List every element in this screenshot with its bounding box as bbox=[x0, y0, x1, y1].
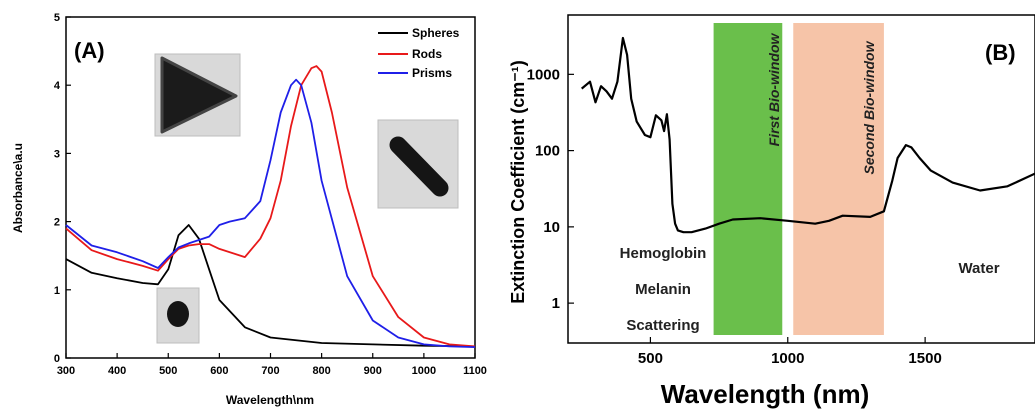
legend-label-rods: Rods bbox=[412, 47, 442, 61]
panel-b-x-axis-label: Wavelength (nm) bbox=[661, 379, 869, 409]
annotation-scattering: Scattering bbox=[626, 317, 699, 334]
panel-b-y-axis-label: Extinction Coefficient (cm⁻¹) bbox=[508, 60, 528, 304]
panel-b-plot-frame bbox=[567, 14, 1035, 344]
panel-b-y-ticks: 1 10 100 1000 bbox=[527, 66, 574, 312]
y-tick-label: 4 bbox=[54, 80, 61, 92]
y-tick-label: 100 bbox=[535, 143, 560, 160]
x-tick-label: 1500 bbox=[908, 350, 941, 367]
series-line-spheres bbox=[65, 224, 476, 348]
legend-label-spheres: Spheres bbox=[412, 26, 460, 40]
panel-a-y-ticks: 0 1 2 3 4 5 bbox=[54, 12, 71, 365]
panel-b-x-ticks: 500 1000 1500 bbox=[638, 337, 942, 367]
y-tick-label: 2 bbox=[54, 217, 60, 229]
annotation-water: Water bbox=[958, 260, 999, 277]
series-line-prisms bbox=[65, 78, 476, 348]
x-tick-label: 1000 bbox=[412, 365, 436, 377]
y-tick-label: 3 bbox=[54, 148, 60, 160]
x-tick-label: 500 bbox=[638, 350, 663, 367]
x-tick-label: 500 bbox=[159, 365, 177, 377]
panel-a-x-axis-label: Wavelength\nm bbox=[226, 393, 314, 407]
panel-a-y-axis-label: Absorbance\a.u bbox=[11, 143, 25, 233]
series-line-rods bbox=[65, 65, 476, 348]
x-tick-label: 1000 bbox=[771, 350, 804, 367]
y-tick-label: 10 bbox=[543, 219, 560, 236]
y-tick-label: 0 bbox=[54, 353, 60, 365]
panel-b-series bbox=[580, 36, 1035, 234]
triangle-prism-tem bbox=[154, 53, 241, 137]
panel-a-series bbox=[65, 65, 476, 348]
annotation-hemoglobin: Hemoglobin bbox=[620, 245, 707, 262]
second-bio-window-label: Second Bio-window bbox=[861, 40, 877, 174]
panel-b-label: (B) bbox=[985, 40, 1016, 65]
y-tick-label: 5 bbox=[54, 12, 60, 24]
x-tick-label: 900 bbox=[364, 365, 382, 377]
x-tick-label: 600 bbox=[210, 365, 228, 377]
first-bio-window-band bbox=[713, 23, 783, 335]
x-tick-label: 1100 bbox=[463, 365, 487, 377]
first-bio-window-label: First Bio-window bbox=[766, 33, 782, 147]
panel-a-x-ticks: 300 400 500 600 700 800 900 1000 1100 bbox=[57, 353, 487, 377]
panel-a-legend: Spheres Rods Prisms bbox=[378, 26, 460, 80]
extinction-coefficient-line bbox=[580, 36, 1035, 234]
x-tick-label: 800 bbox=[312, 365, 330, 377]
x-tick-label: 400 bbox=[108, 365, 126, 377]
x-tick-label: 300 bbox=[57, 365, 75, 377]
sphere-tem bbox=[156, 287, 200, 344]
x-tick-label: 700 bbox=[261, 365, 279, 377]
panel-b-bands bbox=[713, 23, 884, 335]
y-tick-label: 1 bbox=[54, 285, 60, 297]
panel-a: 300 400 500 600 700 800 900 1000 1100 0 1 2 3 4 5 Sph… bbox=[11, 12, 487, 407]
second-bio-window-band bbox=[793, 23, 884, 335]
y-tick-label: 1000 bbox=[527, 66, 560, 83]
legend-label-prisms: Prisms bbox=[412, 66, 452, 80]
panel-a-label: (A) bbox=[74, 38, 105, 63]
rod-tem bbox=[377, 119, 459, 209]
annotation-melanin: Melanin bbox=[635, 281, 691, 298]
y-tick-label: 1 bbox=[552, 295, 560, 312]
